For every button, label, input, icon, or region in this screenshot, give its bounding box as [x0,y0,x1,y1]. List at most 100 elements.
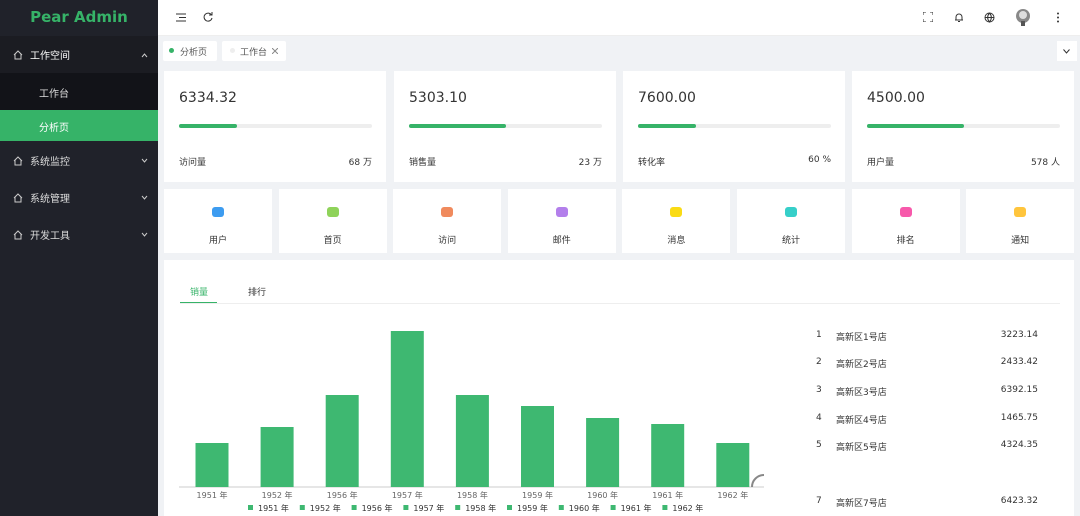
dropdown-arrow [1063,49,1070,54]
shortcut-card[interactable] [278,189,387,253]
shortcut-card[interactable] [164,189,272,253]
menu-icon [13,193,23,203]
x-tick-label: 1952 年 [262,490,293,500]
shortcut-icon [326,207,339,217]
shortcut-label[interactable]: 邮件 [552,236,571,246]
rank-value: 4324.35 [1000,440,1038,450]
refresh[interactable] [203,12,213,22]
bar [716,443,750,487]
tab-label[interactable]: 分析页 [180,48,208,58]
shortcut-label[interactable]: 首页 [323,236,342,246]
avatar[interactable] [1015,9,1031,26]
legend-label: 1952 年 [310,503,341,513]
panel-tab[interactable]: 排行 [248,288,267,298]
bar [325,395,359,487]
shortcut-label[interactable]: 统计 [781,236,800,246]
legend-swatch [558,505,564,510]
shortcut-card[interactable] [966,189,1075,253]
tab[interactable] [163,41,217,61]
progress-bar [179,124,237,128]
progress-bar [867,124,964,128]
legend-swatch [455,505,461,510]
legend-label: 1958 年 [465,503,496,513]
more[interactable] [1056,12,1060,23]
shortcut-label[interactable]: 通知 [1011,236,1030,246]
tab-label[interactable]: 工作台 [240,48,268,58]
shortcut-card[interactable] [622,189,731,253]
stat-value: 7600.00 [638,90,696,106]
menu-group[interactable] [0,36,158,73]
bar [586,418,620,487]
menu-label[interactable]: 系统监控 [30,157,70,168]
fullscreen[interactable] [923,12,933,22]
progress-track [409,124,602,128]
submenu-label[interactable]: 工作台 [39,89,69,100]
language[interactable] [984,12,995,23]
bar [651,424,685,487]
legend-label: 1960 年 [569,503,600,513]
shortcut-card[interactable] [851,189,960,253]
bar [390,331,424,487]
progress-track [867,124,1060,128]
menu-label[interactable]: 系统管理 [30,194,70,205]
x-tick-label: 1958 年 [457,490,488,500]
menu-label[interactable]: 工作空间 [30,51,70,62]
menu-arrow [141,232,148,237]
shortcut-label[interactable]: 访问 [438,236,457,246]
loading-arc [751,474,765,488]
legend-label: 1957 年 [413,503,444,513]
tab-dropdown[interactable] [1057,41,1077,61]
stat-extra: 60 % [808,155,831,165]
rank-number: 4 [816,413,822,423]
menu-arrow [141,195,148,200]
legend-swatch [248,505,253,510]
rank-name: 高新区5号店 [836,443,887,453]
rank-value: 1465.75 [1000,413,1038,423]
rank-name: 高新区3号店 [836,388,887,398]
shortcut-card[interactable] [737,189,845,253]
x-tick-label: 1961 年 [652,490,683,500]
tab-close[interactable] [272,48,278,54]
top-bar [158,0,1080,36]
rank-value: 3223.14 [1000,330,1038,340]
shortcut-icon [785,207,797,217]
bar [455,395,489,487]
shortcut-label[interactable]: 消息 [667,236,686,246]
shortcut-icon [1014,207,1027,217]
legend-swatch [507,505,512,510]
panel-tab-active[interactable]: 销量 [190,288,209,298]
legend-swatch [351,505,357,510]
notification[interactable] [954,12,964,23]
legend-label: 1956 年 [362,503,393,513]
logo: Pear Admin [30,8,128,26]
legend-swatch [662,505,668,510]
shortcut-card[interactable] [507,189,616,253]
rank-value: 6392.15 [1000,385,1038,395]
bar [260,427,294,487]
submenu-item[interactable] [0,73,158,110]
stat-value: 6334.32 [179,90,237,106]
rank-number: 7 [816,496,822,506]
bar [521,406,554,487]
legend-label: 1959 年 [517,503,548,513]
shortcut-label[interactable]: 用户 [208,236,227,246]
legend-label: 1962 年 [672,503,703,513]
menu-toggle[interactable] [176,13,186,22]
shortcut-card[interactable] [393,189,502,253]
menu-label[interactable]: 开发工具 [30,231,70,242]
shortcut-icon [899,207,912,217]
rank-number: 2 [816,357,822,367]
rank-number: 3 [816,385,822,395]
bar [195,443,229,487]
tab[interactable] [222,41,286,61]
stat-extra: 68 万 [348,158,372,168]
shortcut-label[interactable]: 排名 [896,236,915,246]
legend-swatch [610,505,616,510]
menu-icon [13,230,23,240]
submenu-item-active[interactable] [0,110,158,141]
submenu-label[interactable]: 分析页 [39,123,69,134]
legend-swatch [299,505,305,510]
legend-label: 1961 年 [621,503,652,513]
shortcut-icon [555,207,568,217]
